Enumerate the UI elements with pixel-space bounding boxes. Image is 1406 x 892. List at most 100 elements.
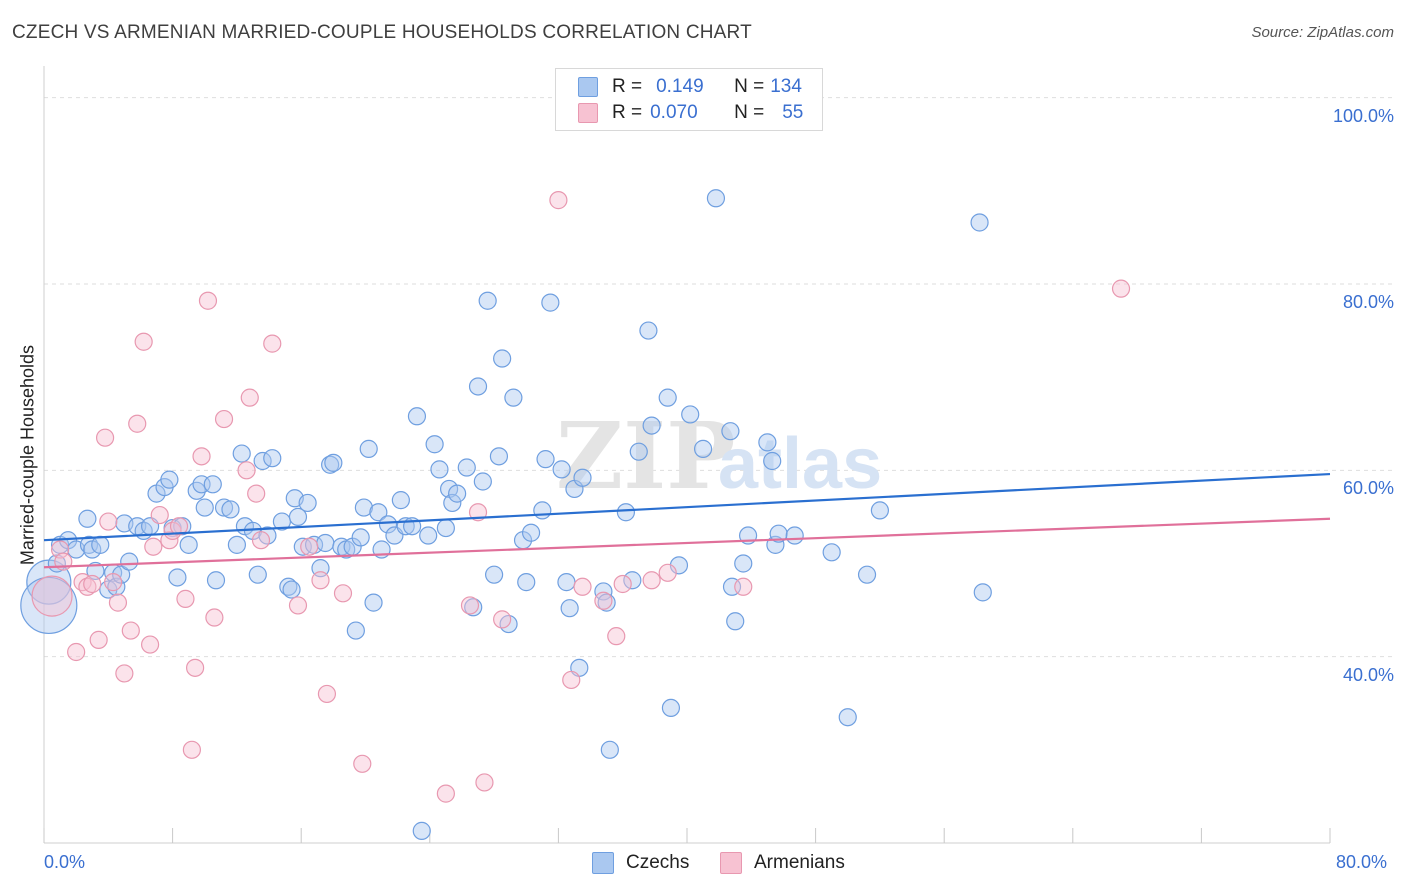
czechs-point [369, 503, 388, 522]
czechs-point [464, 598, 483, 617]
czechs-point [706, 189, 726, 208]
correlation-legend: R = 0.149 N = 134 R = 0.070 N = 55 [555, 68, 823, 131]
czechs-point [443, 493, 462, 513]
czechs-label: Czechs [626, 852, 690, 873]
armenians-point [205, 608, 224, 627]
trend-lines [43, 472, 1331, 569]
armenians-swatch [578, 103, 598, 123]
armenians-point [607, 627, 626, 646]
armenians-point [475, 773, 494, 792]
czechs-point [346, 621, 365, 640]
armenians-point [247, 484, 266, 503]
czechs-point [785, 526, 804, 545]
czechs-point [623, 571, 642, 590]
armenians-point [436, 784, 455, 803]
armenians-point [192, 447, 211, 466]
x-tick-label-max: 80.0% [1336, 852, 1388, 872]
watermark-atlas: atlas [718, 424, 882, 504]
czechs-point [457, 458, 476, 477]
czechs-point [557, 573, 576, 592]
czechs-point [517, 573, 536, 592]
czechs-point [203, 475, 222, 494]
czechs-point [721, 422, 740, 441]
czechs-point [693, 439, 713, 458]
czechs-point [321, 455, 340, 474]
czechs-trend-line [43, 472, 1331, 542]
r-label: R = [612, 102, 643, 123]
axes [43, 66, 1331, 844]
armenians-point [237, 461, 256, 480]
czechs-point [120, 552, 139, 571]
czechs-point [594, 582, 613, 601]
armenians-point [115, 664, 134, 683]
czechs-point [681, 405, 700, 424]
czechs-point [419, 526, 438, 545]
czechs-point [541, 293, 560, 312]
armenians-point [182, 740, 201, 759]
czechs-point [485, 565, 504, 584]
czechs-point [407, 407, 427, 426]
bottom-legend-czechs[interactable]: Czechs [592, 852, 689, 874]
armenians-point [734, 577, 753, 596]
armenians-trend-line [43, 517, 1331, 569]
armenians-point [198, 291, 218, 310]
r-label: R = [612, 76, 643, 97]
czechs-point [536, 450, 555, 469]
czechs-point [504, 388, 523, 407]
czechs-point [195, 498, 214, 517]
czechs-point [870, 501, 890, 520]
armenians-point [594, 591, 613, 610]
czechs-point [391, 491, 410, 510]
armenians-point [108, 593, 128, 612]
czechs-point [354, 498, 373, 517]
armenians-point [353, 754, 372, 773]
armenians-point [214, 409, 234, 429]
armenians-label: Armenians [754, 852, 845, 873]
czechs-point [179, 535, 198, 554]
czechs-point [493, 349, 512, 368]
y-axis-label: Married-couple Households [17, 344, 38, 566]
czechs-point [359, 439, 378, 458]
czechs-point [206, 571, 226, 590]
czechs-point [661, 698, 681, 718]
legend-row-czechs: R = 0.149 N = 134 [578, 75, 802, 99]
armenians-swatch [720, 852, 742, 874]
czechs-point [642, 416, 661, 435]
czechs-point [214, 498, 234, 517]
armenians-point [1111, 279, 1131, 298]
armenians-point [169, 517, 189, 536]
y-tick-label: 40.0% [1342, 664, 1394, 685]
armenians-point [128, 414, 147, 433]
czechs-point [838, 708, 857, 727]
armenians-point [140, 635, 160, 654]
armenians-point [573, 577, 592, 596]
armenians-point [658, 563, 677, 582]
czechs-point [364, 593, 383, 612]
czechs-point [316, 533, 335, 553]
czechs-point [857, 565, 877, 584]
bottom-legend-armenians[interactable]: Armenians [720, 852, 845, 874]
czechs-point [616, 503, 636, 522]
czechs-point [763, 451, 782, 471]
y-tick-label: 80.0% [1342, 291, 1394, 312]
czechs-point [282, 580, 301, 599]
czechs-point [734, 554, 753, 573]
czechs-point [726, 612, 745, 631]
armenians-point [300, 537, 319, 556]
czechs-point [412, 821, 431, 840]
czechs-point [221, 500, 240, 519]
n-label: N = [734, 76, 765, 97]
armenians-point [176, 589, 195, 608]
czechs-point [521, 523, 541, 542]
legend-row-armenians: R = 0.070 N = 55 [578, 101, 803, 125]
armenians-point [83, 574, 102, 594]
czechs-point [478, 291, 497, 310]
armenians-point [251, 531, 271, 550]
armenians-point [31, 575, 73, 617]
czechs-point [288, 507, 308, 527]
chart-title: CZECH VS ARMENIAN MARRIED-COUPLE HOUSEHO… [12, 22, 752, 43]
armenians-point [642, 571, 661, 590]
czechs-point [970, 213, 989, 232]
